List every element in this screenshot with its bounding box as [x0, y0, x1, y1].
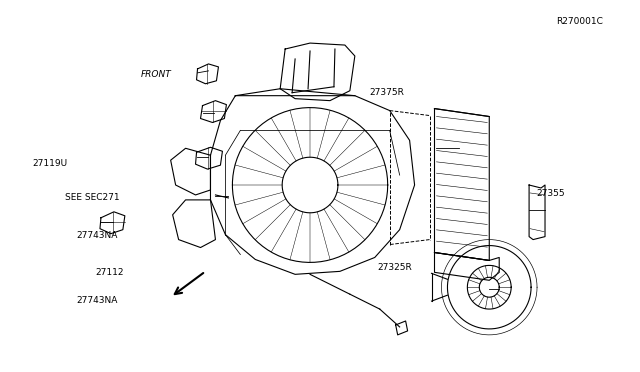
Text: R270001C: R270001C — [556, 17, 603, 26]
Text: 27743NA: 27743NA — [77, 296, 118, 305]
Text: 27355: 27355 — [537, 189, 565, 198]
Text: 27119U: 27119U — [32, 159, 67, 169]
Text: FRONT: FRONT — [140, 70, 171, 79]
Text: 27375R: 27375R — [370, 89, 404, 97]
Text: 27112: 27112 — [96, 268, 124, 277]
Text: 27325R: 27325R — [378, 263, 412, 272]
Text: 27743NA: 27743NA — [77, 231, 118, 240]
Text: SEE SEC271: SEE SEC271 — [65, 193, 120, 202]
